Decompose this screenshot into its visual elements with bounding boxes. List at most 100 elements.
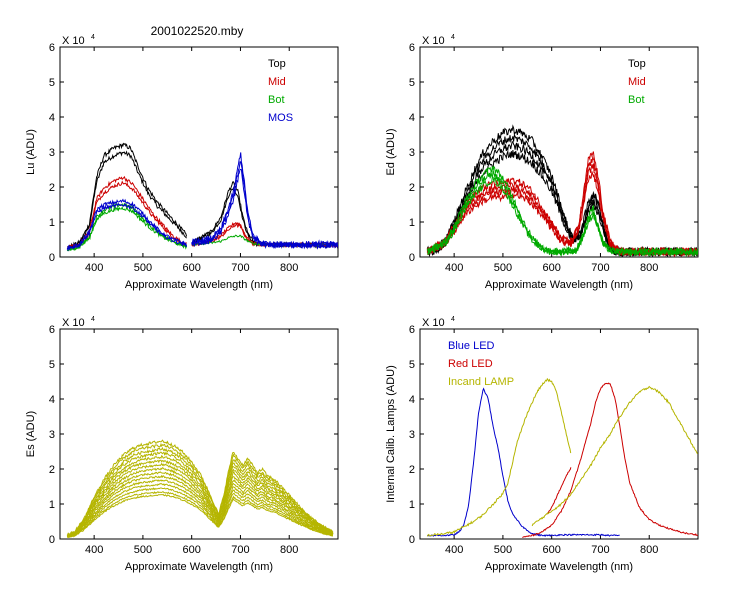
y-tick-label: 4: [49, 112, 55, 124]
y-tick-label: 2: [409, 464, 415, 476]
legend-entry: Top: [268, 58, 286, 70]
series-line-blue: [427, 387, 620, 538]
y-tick-label: 2: [49, 464, 55, 476]
series-line-mos: [66, 202, 187, 252]
legend-entry: MOS: [268, 112, 293, 124]
y-tick-label: 3: [409, 147, 415, 159]
x-tick-label: 800: [280, 262, 298, 274]
series-line-red: [522, 382, 698, 539]
y-tick-label: 5: [409, 77, 415, 89]
y-tick-label: 2: [409, 182, 415, 194]
x-tick-label: 800: [280, 544, 298, 556]
y-tick-label: 6: [49, 42, 55, 54]
y-tick-label: 5: [49, 77, 55, 89]
legend-entry: Bot: [268, 94, 285, 106]
y-tick-label: 5: [49, 359, 55, 371]
y-tick-label: 3: [49, 147, 55, 159]
y-tick-label: 0: [49, 534, 55, 546]
x-tick-label: 700: [231, 262, 249, 274]
y-tick-label: 6: [49, 324, 55, 336]
series-line-red: [546, 467, 572, 515]
series-line-es: [66, 459, 334, 537]
x-tick-label: 500: [134, 262, 152, 274]
plot-frame: [419, 46, 699, 258]
chart-panel-bottom-left: 400 500 600 700 800 0 1 2 3 4 5 6 X 10 4 Approximate W…: [25, 316, 339, 573]
x-axis-label: Approximate Wavelength (nm): [125, 561, 273, 573]
y-tick-label: 0: [409, 252, 415, 264]
y-exponent-label: X 10: [62, 317, 85, 329]
y-tick-label: 3: [49, 429, 55, 441]
x-tick-label: 400: [445, 544, 463, 556]
x-axis-label: Approximate Wavelength (nm): [485, 279, 633, 291]
chart-panel-top-left: 400 500 600 700 800 0 1 2 3 4 5 6 X 10 4 Approximate W…: [25, 34, 339, 291]
x-tick-label: 400: [85, 544, 103, 556]
series-line-bot: [66, 202, 188, 252]
y-exponent-label: X 10: [422, 35, 445, 47]
y-axis-label: Internal Calib. Lamps (ADU): [385, 365, 397, 503]
series-line-es: [66, 454, 334, 538]
y-tick-label: 3: [409, 429, 415, 441]
y-tick-label: 4: [409, 112, 415, 124]
plot-area: [66, 142, 338, 252]
series-line-mos-r: [191, 161, 338, 250]
x-tick-label: 500: [494, 544, 512, 556]
series-line-top: [67, 142, 188, 249]
y-exponent-label: X 10: [422, 317, 445, 329]
x-tick-label: 400: [85, 262, 103, 274]
y-axis-label: Ed (ADU): [385, 128, 397, 175]
series-line-es: [67, 487, 333, 538]
y-exponent-label: X 10: [62, 35, 85, 47]
y-tick-label: 6: [409, 42, 415, 54]
legend-entry: Top: [628, 58, 646, 70]
y-tick-label: 4: [409, 394, 415, 406]
y-axis-label: Es (ADU): [25, 411, 37, 457]
x-tick-label: 600: [183, 262, 201, 274]
x-tick-label: 600: [543, 262, 561, 274]
chart-panel-top-right: 400 500 600 700 800 0 1 2 3 4 5 6 X 10 4 Approximate W…: [385, 34, 699, 291]
series-line-incand: [426, 377, 572, 537]
x-tick-label: 400: [445, 262, 463, 274]
y-tick-label: 2: [49, 182, 55, 194]
series-line-es: [67, 467, 333, 538]
y-tick-label: 6: [409, 324, 415, 336]
y-exponent-power: 4: [451, 316, 455, 323]
legend-entry: Mid: [628, 76, 646, 88]
y-tick-label: 0: [49, 252, 55, 264]
y-exponent-power: 4: [451, 34, 455, 41]
plot-area: [66, 439, 334, 538]
y-tick-label: 1: [409, 499, 415, 511]
x-tick-label: 500: [494, 262, 512, 274]
y-tick-label: 1: [409, 217, 415, 229]
x-axis-label: Approximate Wavelength (nm): [125, 279, 273, 291]
plot-frame: [59, 46, 339, 258]
plot-area: [426, 377, 698, 539]
page-title: 2001022520.mby: [151, 24, 244, 38]
series-line-bot: [67, 206, 188, 252]
x-axis-label: Approximate Wavelength (nm): [485, 561, 633, 573]
plot-area: [426, 124, 698, 257]
series-line-es: [66, 462, 334, 537]
series-line-es: [66, 491, 334, 538]
series-line-incand: [531, 385, 698, 527]
series-line-es: [66, 474, 334, 538]
y-exponent-power: 4: [91, 34, 95, 41]
series-line-mid: [426, 163, 698, 257]
series-line-bot: [426, 165, 698, 257]
x-tick-label: 700: [231, 544, 249, 556]
y-tick-label: 1: [49, 499, 55, 511]
x-tick-label: 600: [543, 544, 561, 556]
y-tick-label: 1: [49, 217, 55, 229]
y-tick-label: 4: [49, 394, 55, 406]
series-line-es: [66, 483, 334, 538]
series-line-mos-r: [191, 152, 338, 249]
y-axis-label: Lu (ADU): [25, 129, 37, 175]
y-tick-label: 5: [409, 359, 415, 371]
x-tick-label: 600: [183, 544, 201, 556]
legend-entry: Bot: [628, 94, 645, 106]
y-tick-label: 0: [409, 534, 415, 546]
legend-entry: Blue LED: [448, 340, 495, 352]
series-line-es: [67, 439, 334, 537]
series-line-top: [66, 150, 187, 251]
